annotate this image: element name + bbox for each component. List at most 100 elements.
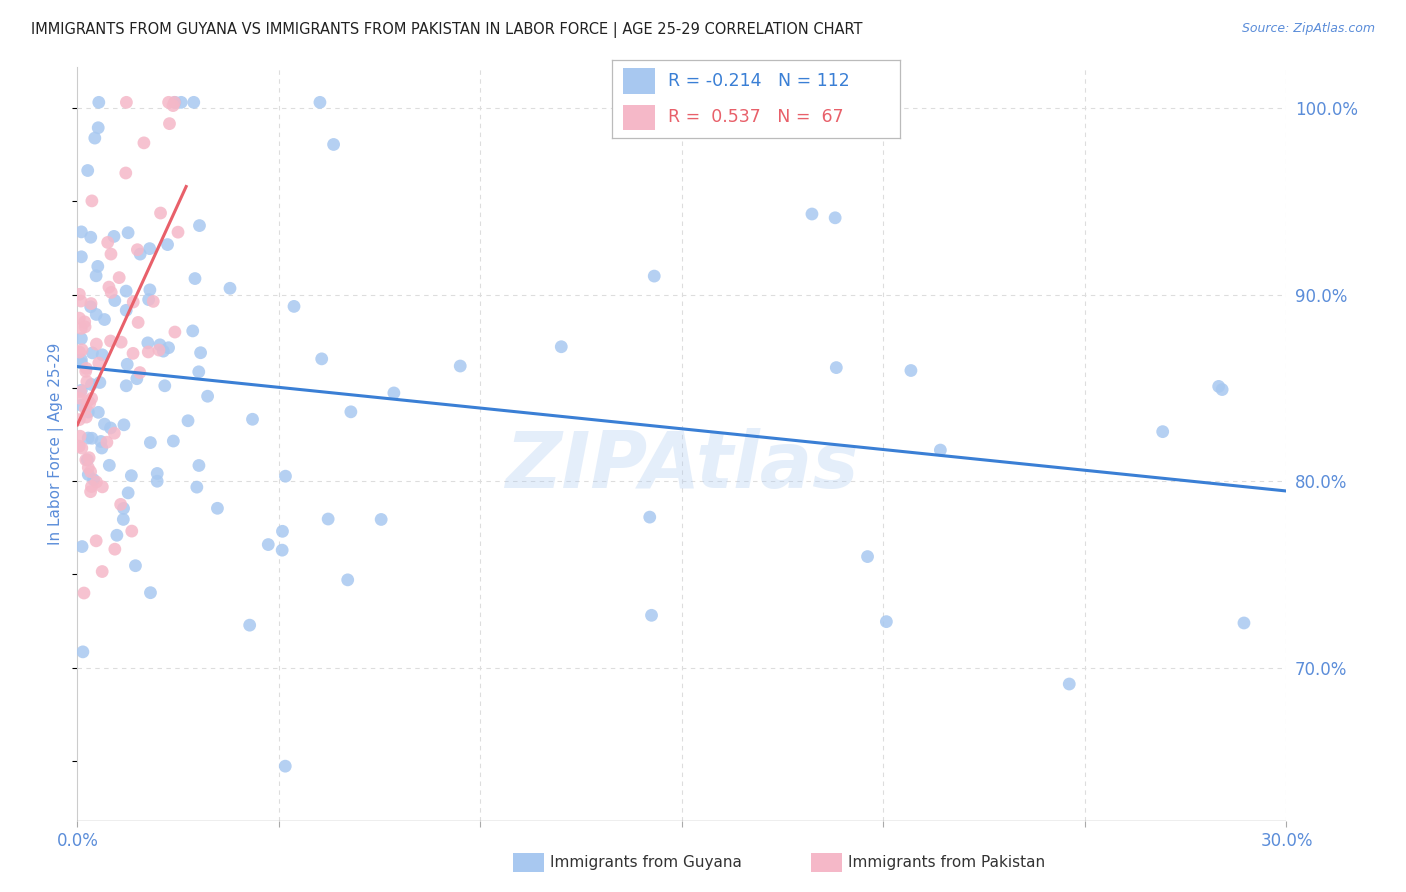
Point — [122, 295, 145, 310]
Point — [132, 136, 155, 150]
Point — [183, 95, 205, 110]
Point — [825, 360, 848, 375]
Point — [115, 284, 138, 298]
Point — [79, 396, 101, 410]
Point — [138, 242, 160, 256]
Point — [67, 287, 90, 301]
Point — [86, 337, 108, 351]
Point — [100, 421, 122, 435]
Point — [75, 410, 97, 425]
Point — [156, 237, 179, 252]
Point — [167, 225, 190, 239]
Point — [115, 95, 138, 110]
Point — [449, 359, 471, 373]
Point — [67, 439, 90, 453]
Point — [142, 294, 165, 309]
Point — [122, 346, 145, 360]
Y-axis label: In Labor Force | Age 25-29: In Labor Force | Age 25-29 — [48, 343, 65, 545]
Point — [80, 296, 103, 310]
Point — [186, 480, 208, 494]
Point — [70, 343, 93, 357]
Point — [70, 384, 93, 398]
Point — [382, 386, 405, 401]
Point — [316, 512, 339, 526]
Point — [79, 465, 101, 479]
Point — [139, 435, 162, 450]
Point — [73, 319, 96, 334]
Point — [70, 321, 93, 335]
Point — [67, 412, 90, 426]
Point — [149, 338, 172, 352]
Point — [100, 247, 122, 261]
Point — [77, 405, 100, 419]
Point — [108, 270, 131, 285]
Point — [139, 283, 162, 297]
Point — [70, 398, 93, 412]
Point — [340, 405, 363, 419]
Point — [77, 467, 100, 482]
Point — [76, 375, 98, 389]
Point — [271, 543, 294, 558]
Point — [90, 434, 112, 449]
Point — [80, 431, 103, 445]
Point — [112, 501, 135, 516]
Point — [72, 645, 94, 659]
Point — [76, 453, 98, 467]
Point — [138, 293, 160, 307]
Point — [136, 335, 159, 350]
Point — [163, 325, 186, 339]
Point — [163, 95, 186, 110]
Point — [103, 229, 125, 244]
Point — [73, 315, 96, 329]
Point — [75, 364, 97, 378]
Text: Immigrants from Pakistan: Immigrants from Pakistan — [848, 855, 1045, 870]
Point — [93, 312, 115, 326]
Point — [1057, 677, 1080, 691]
Point — [148, 343, 170, 357]
Point — [103, 426, 125, 441]
Point — [162, 98, 184, 112]
Point — [159, 117, 181, 131]
Point — [70, 293, 93, 308]
Text: Source: ZipAtlas.com: Source: ZipAtlas.com — [1241, 22, 1375, 36]
Point — [80, 377, 103, 392]
Point — [197, 389, 219, 403]
Point — [875, 615, 897, 629]
Point — [900, 363, 922, 377]
Point — [114, 166, 136, 180]
Point — [100, 285, 122, 300]
Text: R =  0.537   N =  67: R = 0.537 N = 67 — [668, 109, 844, 127]
Point — [127, 243, 149, 257]
Point — [824, 211, 846, 225]
Point — [1208, 379, 1230, 393]
Point — [77, 431, 100, 445]
Point — [100, 334, 122, 348]
Point — [93, 417, 115, 431]
Point — [76, 163, 98, 178]
Point — [311, 351, 333, 366]
Point — [70, 225, 93, 239]
Point — [120, 468, 142, 483]
Bar — [623, 69, 655, 94]
Point — [87, 260, 110, 274]
Point — [96, 435, 118, 450]
Point — [157, 341, 180, 355]
Point — [929, 443, 952, 458]
Point — [70, 332, 93, 346]
Point — [149, 206, 172, 220]
Point — [152, 344, 174, 359]
Point — [69, 345, 91, 359]
Point — [800, 207, 823, 221]
Point — [181, 324, 204, 338]
Point — [76, 394, 98, 409]
Point — [1152, 425, 1174, 439]
Point — [550, 340, 572, 354]
Point — [70, 540, 93, 554]
Point — [83, 131, 105, 145]
Point — [188, 219, 211, 233]
Text: R = -0.214   N = 112: R = -0.214 N = 112 — [668, 72, 849, 90]
Point — [82, 346, 104, 360]
Point — [90, 441, 112, 455]
Point — [75, 453, 97, 467]
Point — [86, 475, 108, 489]
